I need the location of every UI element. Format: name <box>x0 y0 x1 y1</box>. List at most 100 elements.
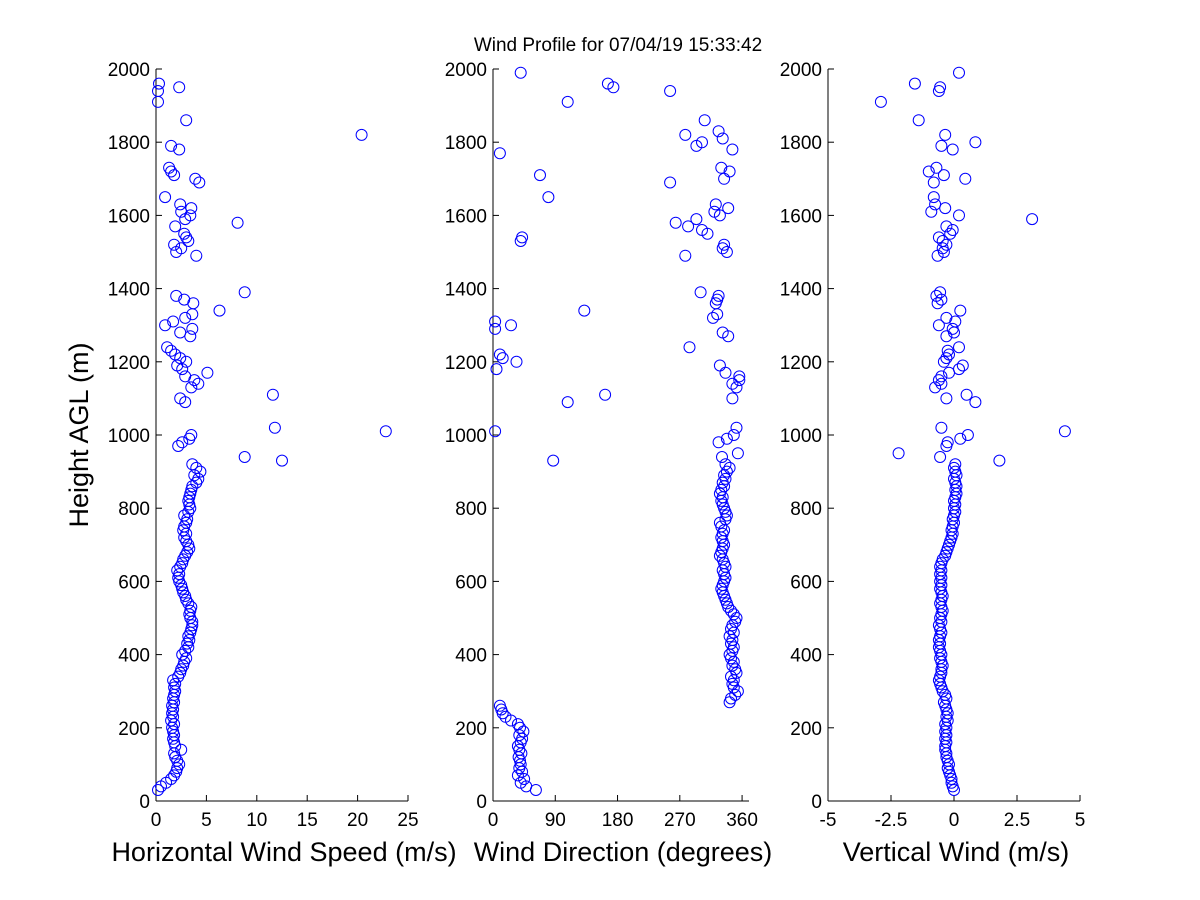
data-point <box>937 169 950 182</box>
data-point <box>174 198 187 211</box>
y-tick-label: 600 <box>455 572 487 593</box>
data-point <box>493 348 506 361</box>
x-tick-label: 10 <box>246 810 267 831</box>
y-tick-label: 0 <box>811 792 822 813</box>
data-point <box>726 143 739 156</box>
data-point <box>708 205 721 218</box>
y-tick-label: 1200 <box>780 353 822 374</box>
data-point <box>170 289 183 302</box>
data-point <box>511 769 524 782</box>
x-tick-label: 5 <box>201 810 212 831</box>
data-point <box>601 77 614 90</box>
data-point <box>715 483 728 496</box>
data-point <box>729 663 742 676</box>
data-point <box>496 352 509 365</box>
data-point <box>679 249 692 262</box>
data-point <box>189 172 202 185</box>
data-point <box>941 436 954 449</box>
x-tick-label: 360 <box>726 810 758 831</box>
data-point <box>715 161 728 174</box>
data-point <box>173 81 186 94</box>
y-tick-label: 600 <box>118 572 150 593</box>
y-tick-label: 2000 <box>445 60 487 81</box>
data-point <box>194 465 207 478</box>
data-point <box>720 246 733 258</box>
y-tick-label: 1400 <box>108 280 150 301</box>
x-tick-label: 0 <box>151 810 162 831</box>
data-point <box>716 476 729 489</box>
data-point <box>159 191 172 204</box>
data-point <box>730 421 743 434</box>
data-point <box>709 198 722 211</box>
data-point <box>490 363 503 376</box>
data-point <box>716 132 729 145</box>
data-point <box>180 114 193 127</box>
x-tick-label: 90 <box>545 810 566 831</box>
data-point <box>945 776 958 789</box>
data-point <box>542 191 555 204</box>
data-point <box>238 451 251 463</box>
data-point <box>922 165 935 178</box>
data-point <box>694 286 707 299</box>
data-point <box>561 396 574 409</box>
data-point <box>493 699 506 712</box>
data-point <box>696 224 708 236</box>
data-point <box>733 370 746 383</box>
data-point <box>940 352 953 365</box>
data-point <box>175 743 188 756</box>
y-tick-label: 1200 <box>445 353 487 374</box>
data-point <box>733 374 746 387</box>
data-point <box>682 220 695 233</box>
data-point <box>163 161 176 174</box>
y-tick-label: 1200 <box>108 353 150 374</box>
series-points <box>152 77 392 796</box>
data-point <box>153 77 165 90</box>
data-point <box>180 355 193 368</box>
data-point <box>927 176 940 189</box>
y-axis-label: Height AGL (m) <box>64 342 94 527</box>
data-point <box>165 344 178 357</box>
x-tick-label: -5 <box>820 810 837 831</box>
data-point <box>727 429 740 441</box>
data-point <box>1026 213 1039 226</box>
y-tick-label: 200 <box>118 719 150 740</box>
x-tick-label: 0 <box>488 810 499 831</box>
data-point <box>664 85 677 97</box>
x-tick-label: 270 <box>664 810 696 831</box>
data-point <box>505 319 517 332</box>
y-tick-label: 400 <box>790 646 822 667</box>
data-point <box>178 293 191 306</box>
data-point <box>936 235 949 247</box>
y-tick-label: 1600 <box>445 206 487 227</box>
y-tick-label: 800 <box>455 499 487 520</box>
y-tick-label: 1800 <box>780 133 822 154</box>
data-point <box>510 355 523 368</box>
x-tick-label: 2.5 <box>1004 810 1030 831</box>
data-point <box>179 311 192 324</box>
data-point <box>178 227 191 240</box>
data-point <box>201 366 214 379</box>
y-tick-label: 800 <box>118 499 150 520</box>
figure-title: Wind Profile for 07/04/19 15:33:42 <box>474 35 762 56</box>
data-point <box>176 648 189 661</box>
data-point <box>174 326 187 339</box>
data-point <box>181 513 194 526</box>
y-tick-label: 1400 <box>780 280 822 301</box>
data-point <box>730 381 743 394</box>
data-point <box>185 202 198 215</box>
data-point <box>960 388 973 401</box>
data-point <box>932 231 945 244</box>
data-point <box>929 381 942 394</box>
data-point <box>193 176 206 189</box>
data-point <box>954 304 967 317</box>
x-tick-label: 25 <box>397 810 418 831</box>
y-tick-label: 600 <box>790 572 822 593</box>
data-point <box>953 209 965 222</box>
data-point <box>213 304 226 317</box>
data-point <box>936 553 949 566</box>
data-point <box>185 381 198 394</box>
data-point <box>723 165 736 178</box>
data-point <box>874 95 887 108</box>
